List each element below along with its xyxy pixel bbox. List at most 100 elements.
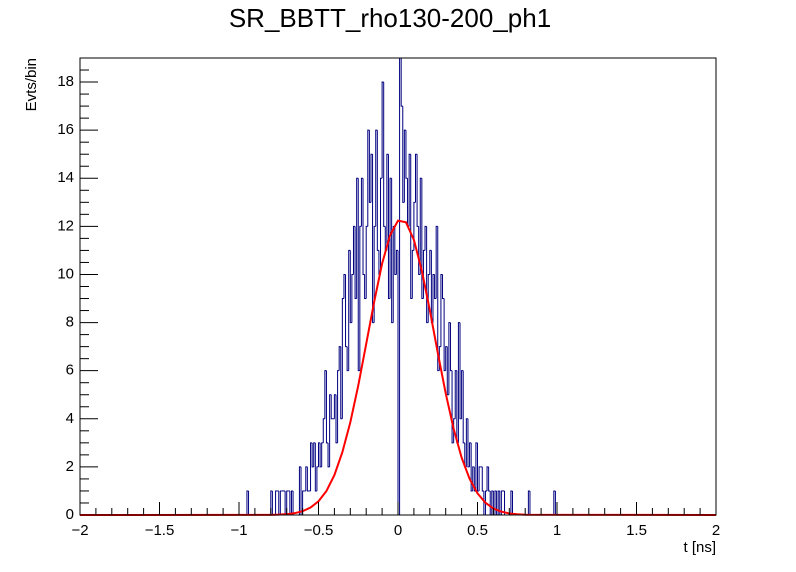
histogram-bin: [376, 130, 379, 251]
histogram-bin: [333, 394, 336, 419]
histogram-bin: [335, 394, 338, 444]
histogram-bin: [364, 274, 367, 300]
y-tick-label: 16: [57, 121, 74, 138]
histogram-bin: [321, 442, 324, 467]
histogram-bin: [403, 129, 406, 203]
histogram-bin: [330, 394, 333, 420]
histogram-bin: [324, 370, 327, 419]
histogram-bin: [348, 249, 351, 371]
histogram-bin: [454, 370, 457, 419]
histogram-bin: [386, 153, 389, 251]
histogram-bin: [443, 298, 446, 372]
x-tick-label: −2: [71, 522, 88, 539]
histogram-bin: [432, 273, 435, 323]
y-tick-label: 14: [57, 169, 74, 186]
histogram-bin: [405, 130, 408, 179]
histogram-bin: [290, 490, 294, 515]
histogram-bin: [383, 82, 386, 227]
histogram-bin: [400, 58, 403, 107]
histogram-bin: [345, 274, 348, 348]
histogram-bin: [426, 226, 429, 324]
histogram-bin: [486, 466, 489, 491]
histogram-bin: [360, 177, 364, 227]
histogram-bin: [368, 130, 371, 203]
histogram-bin: [413, 201, 416, 251]
histogram-bin: [325, 370, 329, 444]
histogram-bin: [437, 226, 440, 372]
histogram-bin: [459, 322, 462, 420]
histogram-bin: [419, 177, 422, 275]
histogram-bin: [418, 226, 421, 275]
histogram-bin: [442, 274, 445, 300]
histogram-bin: [298, 466, 302, 515]
histogram-bin: [311, 442, 314, 468]
histogram-bin: [465, 418, 468, 467]
histogram-bin: [440, 273, 443, 347]
histogram-bin: [286, 490, 289, 515]
histogram-bin: [275, 490, 278, 515]
histogram-bin: [500, 490, 503, 515]
histogram-bin: [481, 466, 484, 492]
histogram-bin: [349, 250, 352, 324]
y-tick-label: 6: [66, 362, 74, 379]
histogram-bin: [352, 225, 356, 275]
histogram-bin: [314, 442, 317, 492]
histogram-bin: [434, 274, 437, 300]
x-tick-label: 1: [553, 522, 561, 539]
histogram-bin: [461, 370, 464, 419]
histogram-bin: [310, 442, 313, 491]
x-tick-label: 0: [394, 522, 402, 539]
histogram-bin: [421, 178, 424, 300]
histogram-bin: [408, 153, 411, 227]
histogram-bin: [322, 418, 325, 443]
histogram-bin: [467, 418, 470, 468]
histogram-bin: [478, 466, 481, 491]
histogram-bin: [448, 322, 451, 395]
y-tick-label: 18: [57, 73, 74, 90]
histogram-bin: [327, 442, 330, 468]
histogram-bin: [302, 490, 305, 515]
x-tick-label: −1: [230, 522, 247, 539]
histogram-bin: [246, 490, 249, 515]
histogram-bin: [395, 249, 398, 275]
fit-curve: [79, 219, 717, 516]
histogram-bin: [375, 129, 378, 227]
histogram-bin: [306, 466, 309, 492]
histogram-bin: [429, 249, 432, 275]
histogram-bin: [279, 490, 282, 515]
histogram-bin: [370, 153, 373, 203]
histogram-bin: [446, 346, 449, 396]
histogram-bin: [354, 226, 357, 300]
chart-title: SR_BBTT_rho130-200_ph1: [229, 3, 551, 33]
y-tick-label: 10: [57, 265, 74, 282]
histogram-bin: [318, 442, 321, 467]
x-tick-label: −1.5: [145, 522, 175, 539]
histogram-bin: [381, 81, 384, 179]
x-tick-label: 2: [712, 522, 720, 539]
y-tick-label: 0: [66, 506, 74, 523]
histogram-bin: [475, 442, 478, 491]
histogram-bin: [351, 273, 354, 323]
histogram-bin: [416, 154, 419, 227]
histogram-bin: [391, 178, 394, 324]
histogram-bin: [527, 490, 530, 515]
histogram-bin: [340, 346, 343, 420]
histogram-bin: [469, 442, 472, 467]
histogram-bin: [402, 106, 405, 203]
histogram-bin: [362, 178, 365, 275]
histogram-bin: [470, 442, 473, 492]
histogram-bin: [329, 394, 332, 467]
histogram-bin: [424, 225, 427, 251]
y-tick-label: 4: [66, 410, 74, 427]
histogram-bin: [356, 177, 359, 299]
histogram-bin: [553, 490, 556, 515]
histogram-bin: [414, 153, 418, 203]
x-tick-label: −0.5: [304, 522, 334, 539]
histogram-bin: [411, 249, 414, 299]
y-tick-label: 8: [66, 314, 74, 331]
histogram-bin: [462, 370, 465, 444]
histogram-bin: [372, 154, 375, 324]
histogram-bin: [410, 154, 413, 300]
histogram-bin: [373, 225, 376, 323]
